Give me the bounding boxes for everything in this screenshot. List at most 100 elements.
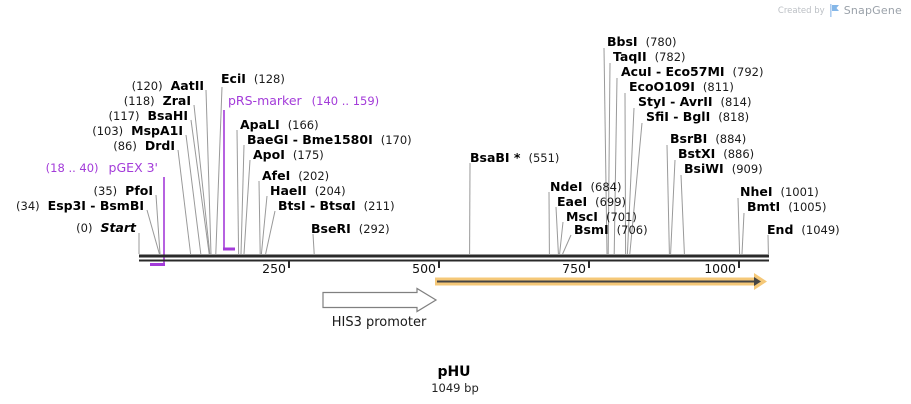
leader-line: [146, 209, 160, 255]
site-name: BsaHI: [147, 108, 188, 123]
site-position: (780): [645, 35, 677, 49]
site-position: (1049): [801, 223, 840, 237]
site-name: BbsI: [607, 34, 638, 49]
site-name: StyI - AvrII: [638, 94, 713, 109]
site-label-eaei: EaeI (699): [557, 195, 626, 210]
site-label-start: (0) Start: [76, 221, 136, 236]
site-label-bstxi: BstXI (886): [678, 147, 755, 162]
ruler-tick-label: 500: [412, 261, 436, 276]
site-position: (86): [113, 139, 137, 153]
orange-feature-centerline: [437, 280, 754, 283]
site-position: (1001): [780, 185, 819, 199]
site-name: ApaLI: [240, 117, 280, 132]
site-name: AfeI: [262, 168, 291, 183]
site-label-drdi: (86) DrdI: [113, 138, 175, 154]
site-position: (118): [123, 94, 155, 108]
site-label-bsrbi: BsrBI (884): [670, 131, 747, 147]
site-position: (204): [314, 184, 346, 198]
site-position: (884): [715, 132, 747, 146]
site-position: (0): [76, 221, 93, 235]
leader-line: [559, 221, 564, 255]
leader-line: [190, 119, 210, 255]
site-name: DrdI: [144, 138, 175, 153]
site-name: NdeI: [550, 179, 583, 194]
site-name: BtsI - BtsαI: [278, 198, 356, 213]
site-name: HaeII: [270, 183, 307, 198]
snapgene-brand-text: SnapGene: [843, 4, 902, 17]
feature-label-prs-marker: pRS-marker (140 .. 159): [228, 94, 380, 109]
ruler-tick: [738, 261, 740, 268]
site-name: BsaBI *: [470, 150, 521, 165]
site-name: BmtI: [747, 199, 781, 214]
site-position: (292): [358, 222, 390, 236]
site-label-bsmi: BsmI (706): [574, 222, 648, 238]
site-label-pfoi: (35) PfoI: [93, 184, 153, 199]
site-name: AatII: [170, 78, 204, 93]
site-position: (211): [363, 199, 395, 213]
feature-range: (140 .. 159): [311, 94, 380, 108]
site-name: TaqII: [613, 49, 647, 64]
site-label-styi-avrii: StyI - AvrII (814): [638, 94, 752, 110]
site-position: (117): [108, 109, 140, 123]
site-position: (34): [16, 199, 40, 213]
ruler-tick-marks: [288, 261, 740, 268]
leader-line: [240, 144, 245, 255]
leader-line: [205, 89, 212, 255]
site-position: (551): [528, 151, 560, 165]
site-name: BseRI: [311, 221, 351, 236]
site-name: EciI: [221, 71, 246, 86]
leader-lines: [138, 47, 769, 255]
site-position: (166): [287, 118, 319, 132]
site-position: (886): [723, 147, 755, 161]
site-label-mspa1i: (103) MspA1I: [92, 124, 183, 139]
leader-line: [555, 206, 559, 255]
leader-line: [737, 197, 741, 255]
leader-line: [666, 144, 670, 255]
map-title: pHU: [437, 364, 471, 380]
site-label-haeii: HaeII (204): [270, 183, 346, 199]
site-name: AcuI - Eco57MI: [621, 64, 725, 79]
leader-line: [177, 149, 192, 255]
site-label-bmti: BmtI (1005): [747, 199, 826, 215]
site-position: (706): [616, 223, 648, 237]
feature-label-pgex-3: (18 .. 40) pGEX 3': [45, 161, 158, 176]
site-label-zrai: (118) ZraI: [123, 93, 191, 109]
site-name: End: [767, 222, 794, 237]
leader-line: [624, 92, 627, 255]
site-name: BaeGI - Bme1580I: [247, 132, 373, 147]
leader-line: [185, 134, 202, 255]
leader-line: [215, 86, 223, 255]
site-name: NheI: [740, 184, 773, 199]
site-position: (175): [292, 148, 324, 162]
leader-line: [193, 104, 211, 255]
feature-range: (18 .. 40): [45, 161, 99, 175]
leader-line: [265, 210, 276, 255]
site-label-bbsi: BbsI (780): [607, 34, 677, 50]
ruler-tick-label: 1000: [704, 261, 736, 276]
snapgene-flag-icon: [829, 4, 839, 17]
site-label-nhei: NheI (1001): [740, 184, 819, 200]
leader-line: [603, 47, 608, 255]
site-label-end: End (1049): [767, 222, 840, 238]
site-position: (35): [93, 184, 118, 198]
site-position: (814): [720, 95, 752, 109]
site-label-bseri: BseRI (292): [311, 221, 390, 237]
site-position: (128): [253, 72, 285, 86]
site-position: (684): [590, 180, 622, 194]
leader-line: [236, 129, 240, 255]
prs-marker-feature-bar: [223, 247, 235, 251]
site-position: (202): [298, 169, 330, 183]
site-name: BsrBI: [670, 131, 708, 146]
site-name: BsmI: [574, 222, 609, 237]
promoter-label: HIS3 promoter: [331, 315, 427, 330]
site-label-acui-eco57mi: AcuI - Eco57MI (792): [621, 64, 763, 80]
site-position: (120): [131, 79, 163, 93]
leader-line: [607, 62, 611, 255]
site-name: ZraI: [162, 93, 191, 108]
leader-line: [741, 212, 745, 255]
leader-line: [680, 174, 685, 255]
ruler-tick-label: 750: [562, 261, 586, 276]
site-position: (909): [731, 162, 763, 176]
site-label-bsiwi: BsiWI (909): [684, 162, 763, 177]
